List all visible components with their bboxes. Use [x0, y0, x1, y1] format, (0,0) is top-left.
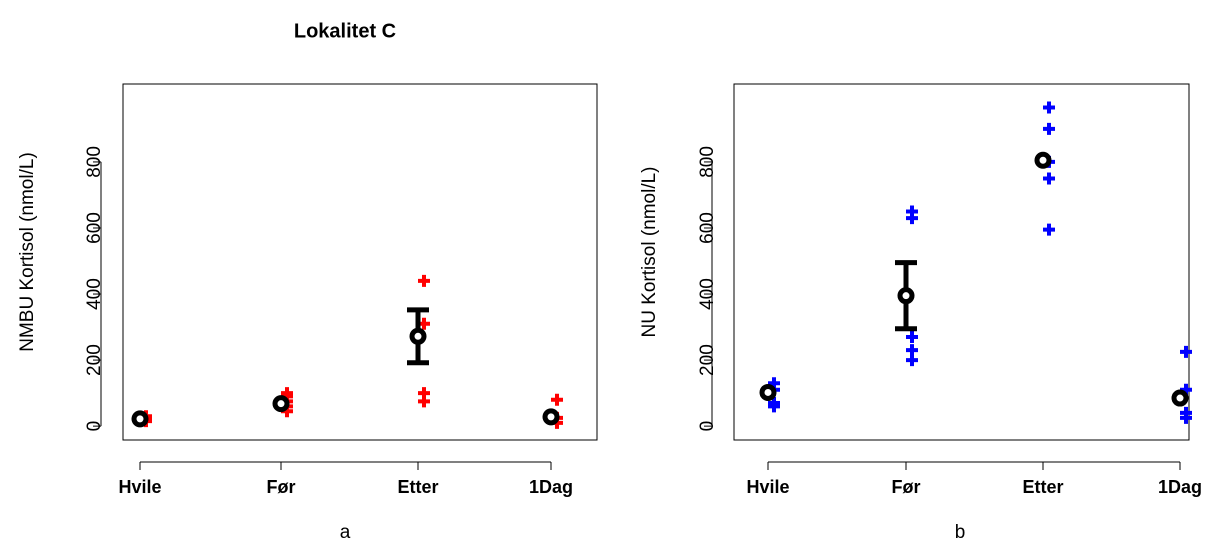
y-tick-label: 0 [84, 421, 105, 432]
plot-frame [733, 83, 1190, 441]
y-tick-label: 600 [697, 212, 718, 244]
y-tick-label: 800 [84, 146, 105, 178]
data-point [418, 274, 430, 287]
y-tick-label: 0 [697, 421, 718, 432]
y-tick-label: 800 [697, 146, 718, 178]
y-tick-label: 200 [697, 344, 718, 376]
y-tick-label: 600 [84, 212, 105, 244]
x-tick-label: 1Dag [529, 477, 573, 497]
mean-point [1171, 389, 1189, 407]
y-axis-label: NU Kortisol (nmol/L) [639, 166, 660, 337]
data-point [281, 387, 293, 400]
data-point [1043, 223, 1055, 236]
mean-point [897, 287, 915, 305]
chart-title: Lokalitet C [294, 20, 396, 42]
data-point [768, 397, 780, 410]
data-point [551, 393, 563, 406]
x-tick-label: Hvile [118, 477, 161, 497]
x-tick-label: Før [892, 477, 921, 497]
data-point [1043, 101, 1055, 114]
data-point [1180, 345, 1192, 358]
plot-frame [122, 83, 598, 441]
y-tick-label: 200 [84, 344, 105, 376]
mean-point [131, 410, 149, 428]
x-tick-label: Før [267, 477, 296, 497]
x-tick-label: Etter [397, 477, 438, 497]
x-tick-label: Etter [1022, 477, 1063, 497]
y-tick-label: 400 [84, 278, 105, 310]
caption: b [955, 522, 966, 543]
data-point [906, 330, 918, 343]
mean-point [409, 327, 427, 345]
mean-point [759, 383, 777, 401]
data-point [906, 344, 918, 357]
x-tick-label: Hvile [746, 477, 789, 497]
data-point [1180, 406, 1192, 419]
data-point [1043, 172, 1055, 185]
y-tick-label: 400 [697, 278, 718, 310]
data-point [1043, 122, 1055, 135]
mean-point [1034, 151, 1052, 169]
y-axis-label: NMBU Kortisol (nmol/L) [17, 152, 38, 352]
caption: a [340, 522, 351, 543]
data-point [906, 205, 918, 218]
mean-point [272, 395, 290, 413]
mean-point [542, 408, 560, 426]
x-tick-label: 1Dag [1158, 477, 1202, 497]
data-point [418, 387, 430, 400]
